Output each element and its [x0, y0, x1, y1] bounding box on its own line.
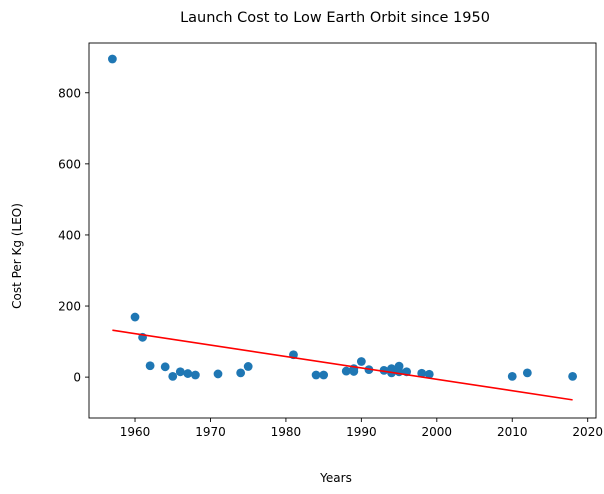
chart-title: Launch Cost to Low Earth Orbit since 195…	[180, 10, 490, 26]
data-point	[356, 357, 366, 366]
trend-line	[112, 329, 573, 401]
data-point	[213, 369, 223, 379]
data-point	[379, 365, 389, 375]
data-point	[507, 372, 517, 381]
data-point	[190, 370, 200, 380]
x-tick-label: 1960	[120, 425, 151, 439]
x-tick-label: 1970	[195, 425, 226, 439]
y-tick-label: 800	[58, 86, 81, 100]
data-point	[160, 362, 170, 372]
x-tick-label: 1990	[346, 425, 377, 439]
x-tick-label: 2010	[497, 425, 528, 439]
data-point	[130, 312, 140, 322]
data-point	[311, 370, 321, 380]
data-point	[424, 369, 434, 379]
data-point	[145, 361, 155, 371]
x-tick-label: 1980	[271, 425, 302, 439]
data-point	[568, 372, 578, 381]
data-point	[107, 54, 117, 64]
data-point	[183, 369, 193, 378]
data-point	[349, 367, 359, 376]
x-tick-label: 2000	[422, 425, 453, 439]
y-tick-label: 0	[73, 371, 81, 385]
data-point	[522, 368, 532, 378]
x-axis-title: Years	[319, 471, 352, 485]
y-axis-title: Cost Per Kg (LEO)	[10, 203, 24, 309]
x-tick-label: 2020	[572, 425, 603, 439]
y-tick-label: 400	[58, 228, 81, 242]
data-point	[341, 366, 351, 376]
axes-frame	[88, 42, 597, 419]
plot-area: 1960 1970 1980 1990 2000 2010 2020 0 200 400 600 80…	[58, 42, 603, 439]
data-point	[319, 370, 329, 380]
y-tick-label: 600	[58, 157, 81, 171]
y-tick-label: 200	[58, 300, 81, 314]
data-point	[168, 372, 178, 381]
data-point	[417, 368, 427, 378]
data-point	[175, 367, 185, 377]
data-point	[243, 362, 253, 371]
data-point	[236, 368, 246, 378]
